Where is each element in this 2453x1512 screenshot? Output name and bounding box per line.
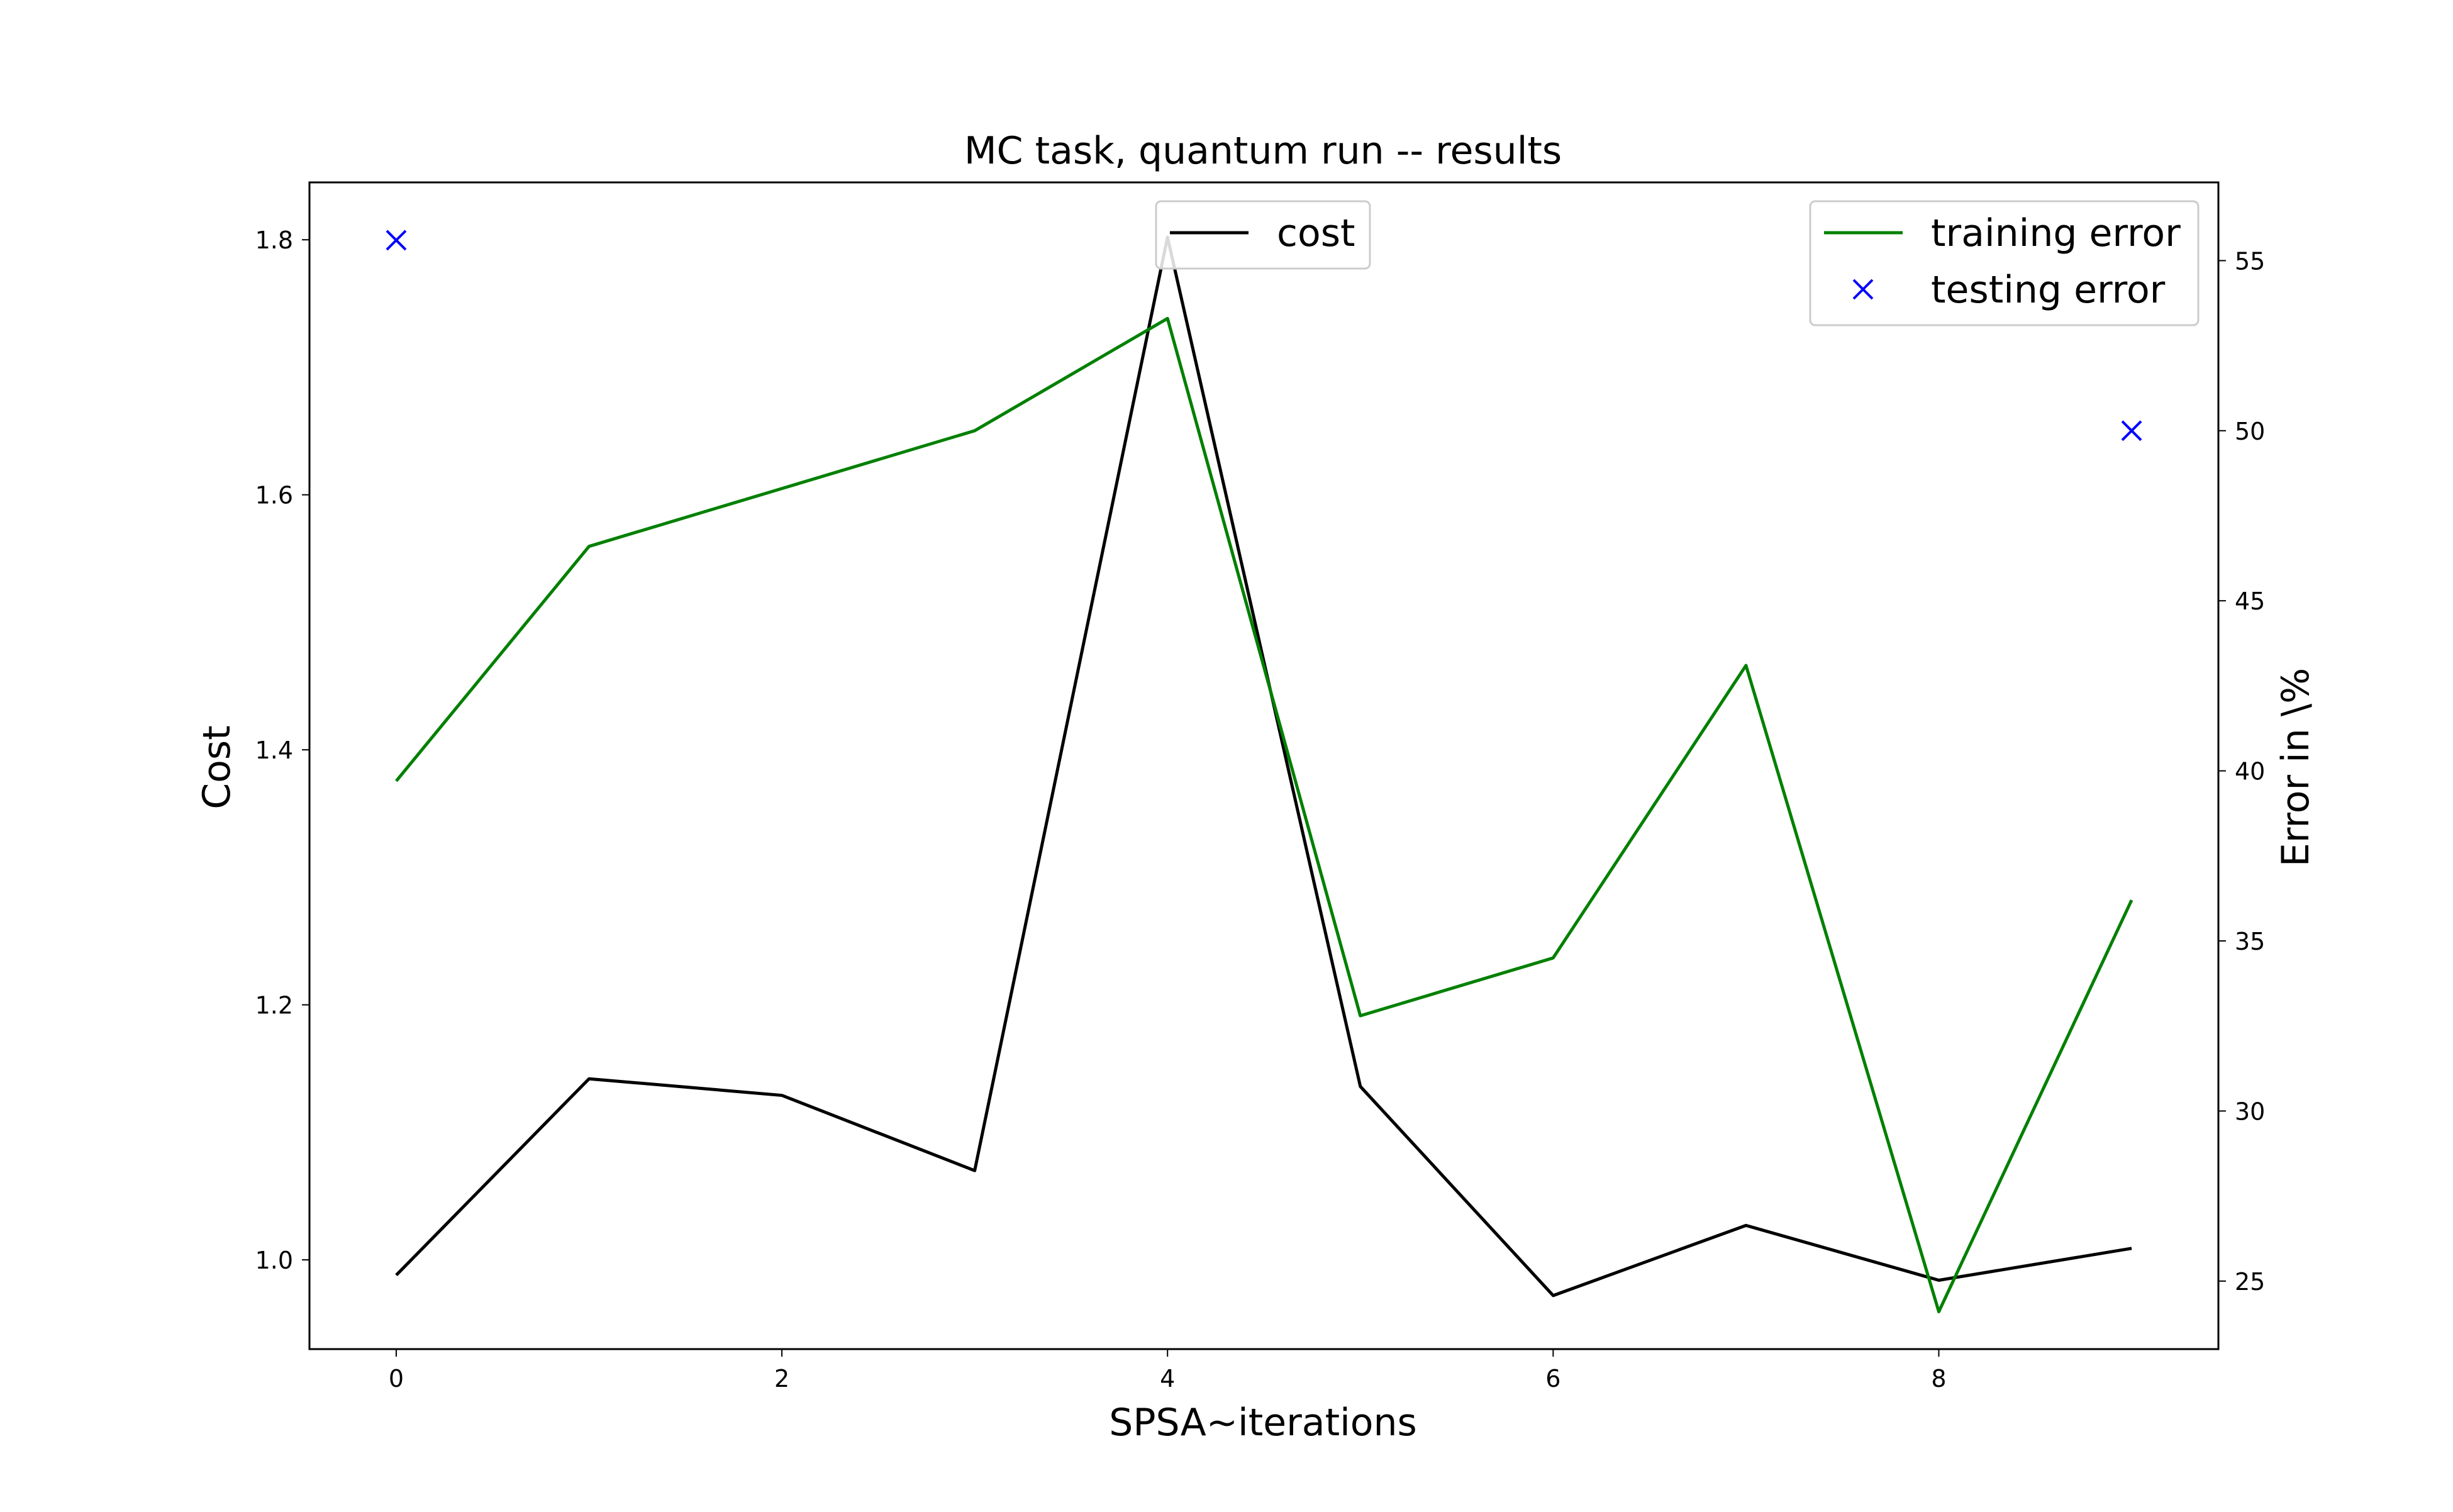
series-point-testing-error	[2121, 420, 2142, 442]
x-tick-label: 8	[1931, 1365, 1946, 1392]
y-left-tick-label: 1.2	[255, 992, 293, 1020]
series-line-training-error	[395, 316, 2133, 1314]
series-line-cost	[395, 235, 2132, 1298]
chart-title: MC task, quantum run -- results	[964, 129, 1562, 173]
legend-box	[1155, 200, 1371, 270]
x-axis-label: SPSA~iterations	[1109, 1401, 1417, 1445]
legend-label: testing error	[1931, 268, 2166, 312]
y-right-tick-label: 25	[2235, 1268, 2265, 1296]
legend-layer: cost training error testing error	[1155, 200, 2200, 326]
y-right-tick-label: 50	[2235, 418, 2265, 445]
y-left-tick-label: 1.8	[255, 226, 293, 254]
x-tick-label: 0	[389, 1365, 404, 1392]
y-left-tick-label: 1.4	[255, 737, 293, 764]
x-marker-stroke	[2121, 420, 2142, 442]
plot-layer	[386, 230, 2142, 1314]
y-axis-left-label: Cost	[195, 725, 239, 809]
legend-label: training error	[1931, 211, 2181, 255]
legend-upper-center: cost	[1155, 200, 1371, 270]
x-tick-label: 6	[1545, 1365, 1560, 1392]
y-left-tick-label: 1.0	[255, 1247, 293, 1274]
y-axis-right-label: Error in \%	[2274, 668, 2318, 867]
x-marker-stroke	[1852, 279, 1874, 300]
legend-upper-right: training error testing error	[1809, 200, 2200, 326]
plot-frame	[308, 181, 2220, 1350]
x-marker-stroke	[386, 230, 407, 251]
y-right-tick-label: 30	[2235, 1098, 2265, 1125]
legend-box	[1809, 200, 2200, 326]
series-point-testing-error	[386, 230, 407, 251]
y-left-tick-label: 1.6	[255, 482, 293, 509]
x-tick-label: 4	[1160, 1365, 1175, 1392]
x-tick-label: 2	[774, 1365, 789, 1392]
ticks-layer: 0 2 4 6 8 1.0 1.2 1.4 1.6 1.8 25 30 35 40 45 50 55	[255, 226, 2266, 1392]
y-right-tick-label: 40	[2235, 758, 2265, 786]
y-right-tick-label: 35	[2235, 928, 2265, 955]
legend-label: cost	[1277, 211, 1355, 255]
y-right-tick-label: 55	[2235, 247, 2265, 275]
legend-marker-swatch	[1852, 279, 1874, 300]
y-right-tick-label: 45	[2235, 587, 2265, 615]
